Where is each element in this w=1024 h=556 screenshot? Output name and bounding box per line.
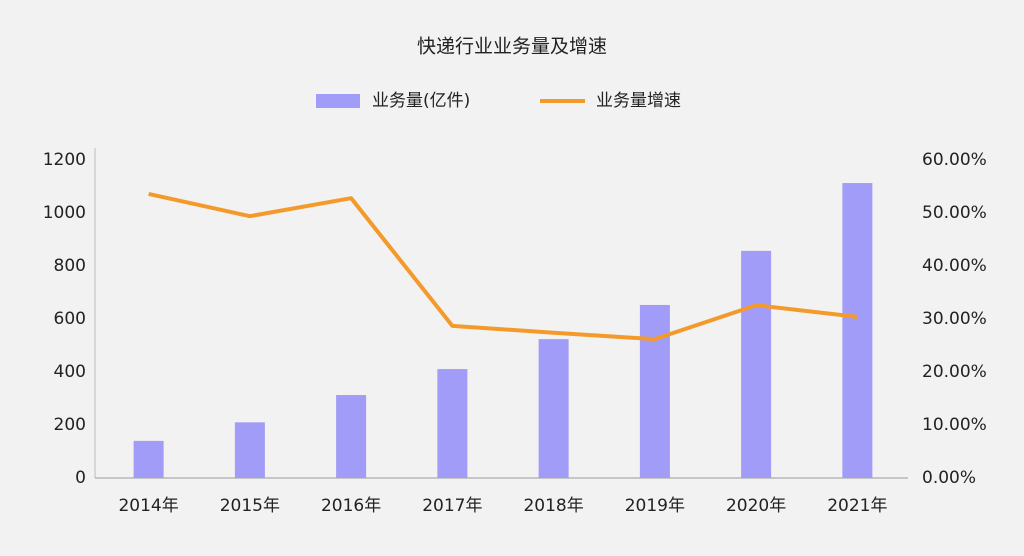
legend-label: 业务量增速 bbox=[596, 91, 681, 111]
y-tick-label: 600 bbox=[54, 309, 86, 329]
y2-tick-label: 0.00% bbox=[922, 468, 976, 488]
y-tick-label: 400 bbox=[54, 362, 86, 382]
x-tick-label: 2017年 bbox=[422, 496, 482, 516]
y-tick-label: 800 bbox=[54, 256, 86, 276]
bar bbox=[538, 339, 569, 478]
line bbox=[148, 191, 858, 342]
chart-title: 快递行业业务量及增速 bbox=[417, 36, 607, 58]
y2-tick-label: 20.00% bbox=[922, 362, 987, 382]
x-tick-label: 2021年 bbox=[827, 496, 887, 516]
bar bbox=[437, 369, 468, 478]
x-tick-label: 2016年 bbox=[321, 496, 381, 516]
bar bbox=[842, 183, 873, 478]
x-tick-label: 2019年 bbox=[625, 496, 685, 516]
y-tick-label: 0 bbox=[75, 468, 86, 488]
x-tick-label: 2020年 bbox=[726, 496, 786, 516]
y2-tick-label: 10.00% bbox=[922, 415, 987, 435]
y2-tick-label: 50.00% bbox=[922, 203, 987, 223]
y-tick-label: 200 bbox=[54, 415, 86, 435]
bar bbox=[133, 440, 164, 478]
y2-tick-label: 30.00% bbox=[922, 309, 987, 329]
legend-swatch bbox=[316, 94, 360, 108]
x-tick-label: 2014年 bbox=[118, 496, 178, 516]
x-tick-label: 2018年 bbox=[523, 496, 583, 516]
y2-tick-label: 60.00% bbox=[922, 150, 987, 170]
bar bbox=[639, 304, 670, 478]
y2-tick-label: 40.00% bbox=[922, 256, 987, 276]
bar bbox=[234, 422, 265, 478]
bar bbox=[336, 395, 367, 478]
x-tick-label: 2015年 bbox=[220, 496, 280, 516]
bar bbox=[741, 250, 772, 478]
y-tick-label: 1000 bbox=[43, 203, 86, 223]
legend-label: 业务量(亿件) bbox=[372, 91, 470, 111]
y-tick-label: 1200 bbox=[43, 150, 86, 170]
